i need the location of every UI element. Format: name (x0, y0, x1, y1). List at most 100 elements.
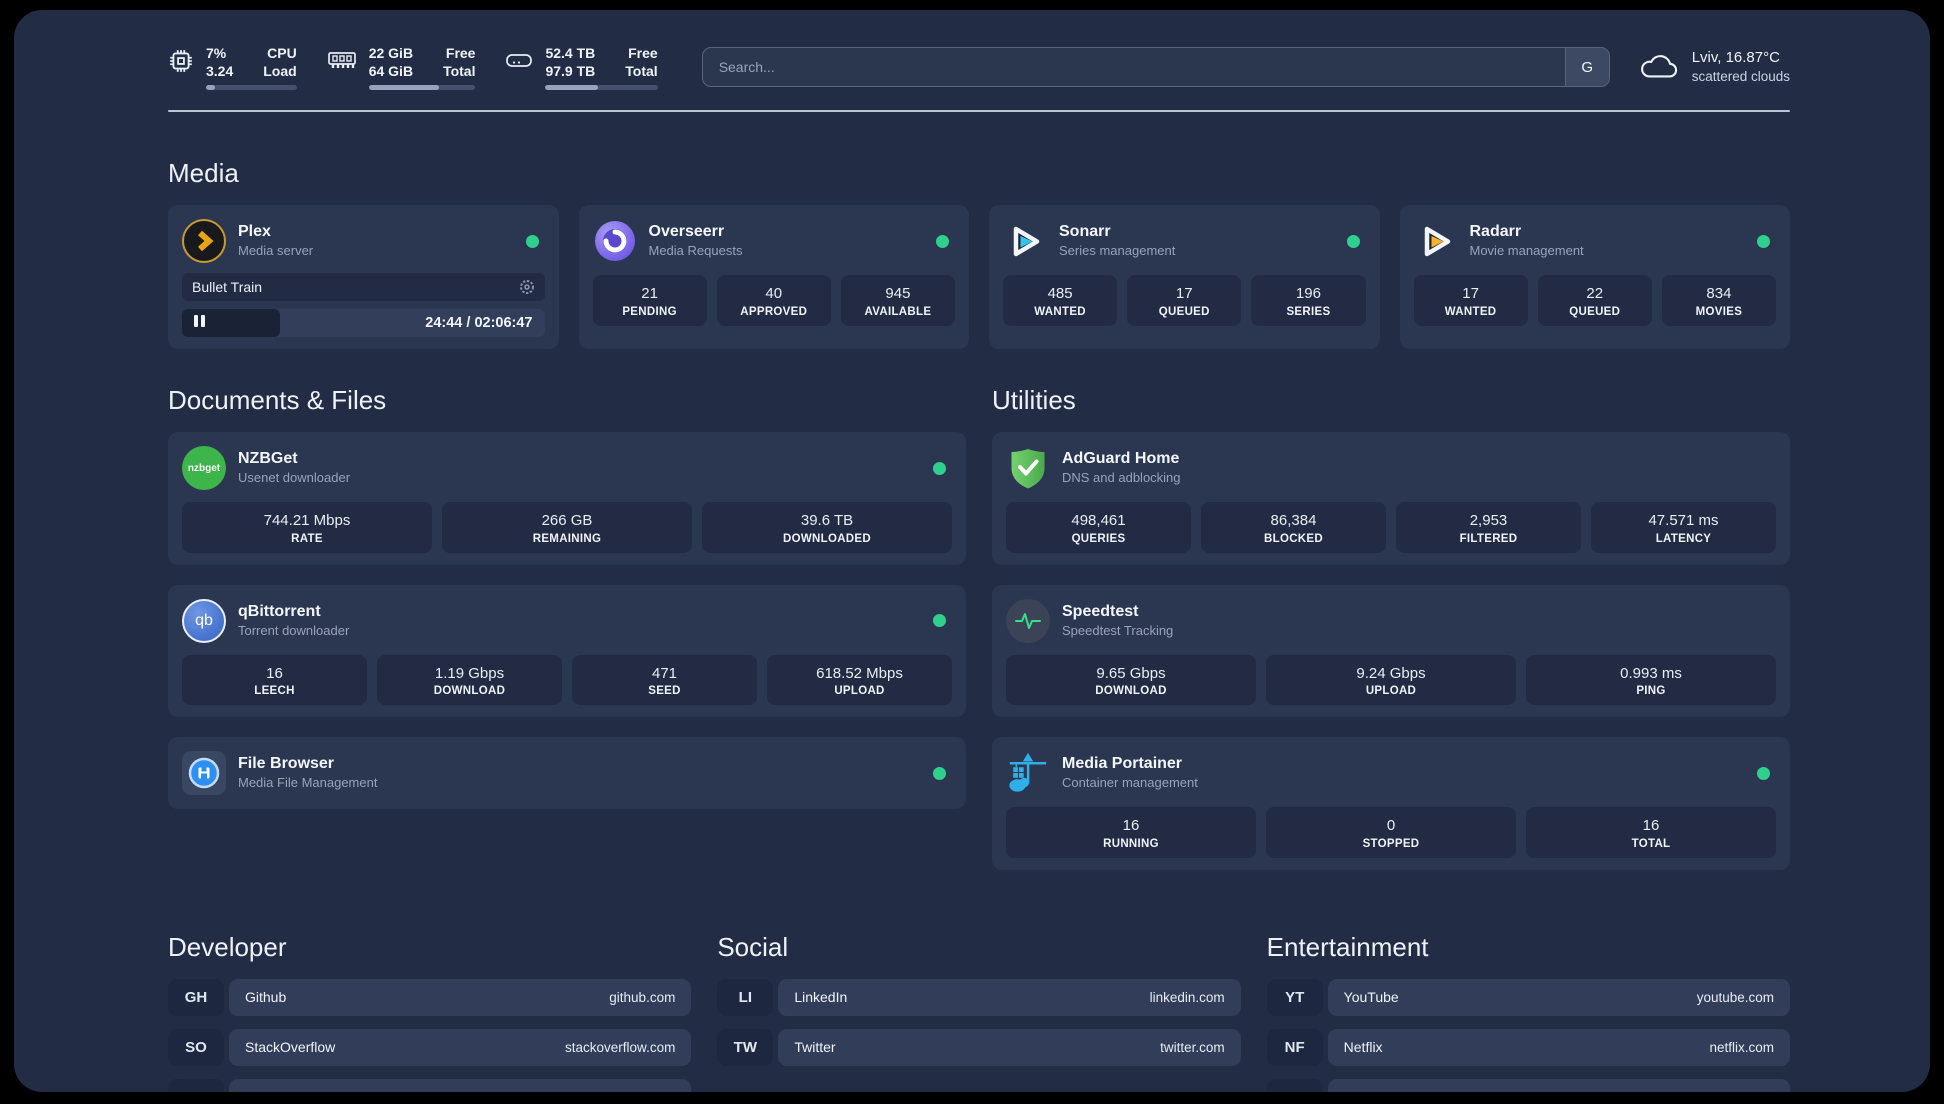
disk-progress-fill (545, 85, 599, 91)
service-name: Overseerr (648, 223, 725, 241)
bookmark-name: LinkedIn (794, 989, 848, 1005)
sonarr-icon (1003, 219, 1047, 263)
bookmark-abbr: SO (168, 1028, 224, 1066)
search-provider-button[interactable]: G (1564, 48, 1609, 86)
adguard-icon (1006, 446, 1050, 490)
bookmark-reddit[interactable]: RE Reddit reddit.com (1266, 1078, 1790, 1093)
stat-wanted: 17 WANTED (1413, 275, 1528, 326)
service-name: NZBGet (238, 450, 298, 468)
bookmark-github[interactable]: GH Github github.com (168, 978, 692, 1016)
stat-blocked: 86,384 BLOCKED (1201, 502, 1386, 553)
disk-progress-track (545, 85, 658, 91)
bookmark-name: Reddit (1344, 1089, 1384, 1092)
bookmark-url: twitter.com (1160, 1039, 1225, 1055)
section-title-social: Social (717, 931, 789, 962)
bookmark-abbr: LI (717, 978, 774, 1016)
service-card-overseerr[interactable]: Overseerr Media Requests 21 PENDING 40 APP… (578, 205, 969, 349)
cpu-icon (170, 49, 192, 72)
bookmark-url: github.com (609, 989, 676, 1005)
progress-played (182, 309, 280, 337)
stat-download: 9.65 Gbps DOWNLOAD (1006, 654, 1256, 705)
service-description: Speedtest Tracking (1062, 622, 1174, 638)
service-name: Sonarr (1059, 223, 1111, 241)
stat-upload: 618.52 Mbps UPLOAD (767, 654, 952, 705)
service-card-plex[interactable]: Plex Media server Bullet Train 24:44 / 0… (168, 205, 559, 349)
filebrowser-icon (182, 751, 226, 795)
service-card-radarr[interactable]: Radarr Movie management 17 WANTED 22 QUEUE… (1399, 205, 1790, 349)
status-dot (933, 614, 946, 627)
search-input[interactable] (702, 48, 1565, 86)
bookmark-group-developer: Developer GH Github github.com SO StackOv… (168, 931, 692, 1092)
memory-icon (327, 51, 356, 68)
bookmark-dev[interactable]: DT DEV dev.to (168, 1078, 692, 1092)
bookmark-name: DEV (245, 1089, 274, 1092)
bookmark-url: linkedin.com (1149, 989, 1225, 1005)
service-description: Movie management (1469, 243, 1584, 259)
stat-running: 16 RUNNING (1006, 807, 1256, 858)
bookmark-abbr: RE (1266, 1078, 1323, 1092)
disk-free-value: 52.4 TB (545, 44, 596, 61)
now-playing-row: Bullet Train (182, 273, 545, 301)
plex-icon (182, 219, 226, 263)
stat-rate: 744.21 Mbps RATE (182, 502, 432, 553)
search-bar: G (701, 47, 1610, 87)
stat-movies: 834 MOVIES (1661, 275, 1777, 326)
stat-latency: 47.571 ms LATENCY (1591, 502, 1776, 553)
stat-leech: 16 LEECH (182, 654, 367, 705)
cpu-load-value: 3.24 (206, 63, 234, 79)
stat-total: 16 TOTAL (1526, 807, 1776, 858)
weather-widget[interactable]: Lviv, 16.87°C scattered clouds (1638, 47, 1790, 87)
disk-total-value: 97.9 TB (545, 63, 596, 79)
bookmark-url: reddit.com (1711, 1090, 1774, 1093)
ram-progress-track (368, 85, 476, 91)
service-description: Media server (238, 243, 314, 259)
service-card-nzbget[interactable]: nzbget NZBGet Usenet downloader 744.21 M… (168, 432, 966, 565)
session-settings-icon[interactable] (519, 279, 535, 295)
bookmark-name: Netflix (1343, 1039, 1383, 1055)
bookmark-linkedin[interactable]: LI LinkedIn linkedin.com (717, 978, 1241, 1016)
bookmark-url: netflix.com (1709, 1039, 1774, 1055)
disk-free-label: Free (628, 44, 658, 61)
service-name: AdGuard Home (1062, 450, 1180, 468)
radarr-icon (1414, 219, 1458, 263)
service-name: Radarr (1469, 223, 1522, 241)
bookmark-netflix[interactable]: NF Netflix netflix.com (1266, 1028, 1790, 1066)
service-card-qbittorrent[interactable]: qb qBittorrent Torrent downloader 16 LEEC… (168, 584, 966, 717)
stat-approved: 40 APPROVED (716, 275, 831, 326)
section-title-utilities: Utilities (992, 385, 1076, 415)
top-bar: 7% 3.24 CPU Load (168, 38, 1790, 96)
ram-progress-fill (368, 85, 440, 91)
load-label: Load (263, 63, 297, 79)
bookmark-abbr: TW (717, 1028, 774, 1066)
service-card-portainer[interactable]: Media Portainer Container management 16 R… (992, 737, 1790, 870)
now-playing-title: Bullet Train (192, 279, 263, 295)
service-name: qBittorrent (238, 602, 321, 620)
bookmark-twitter[interactable]: TW Twitter twitter.com (717, 1028, 1241, 1066)
stat-ping: 0.993 ms PING (1526, 654, 1776, 705)
now-playing-progress[interactable]: 24:44 / 02:06:47 (182, 309, 545, 337)
status-dot (1346, 234, 1360, 248)
disk-icon (506, 53, 533, 67)
stat-seed: 471 SEED (572, 654, 757, 705)
service-description: Torrent downloader (238, 622, 350, 638)
section-title-documents: Documents & Files (168, 385, 387, 415)
portainer-icon (1006, 751, 1050, 795)
section-title-developer: Developer (168, 931, 287, 962)
service-description: Media File Management (238, 775, 378, 791)
service-card-adguard[interactable]: AdGuard Home DNS and adblocking 498,461 Q… (992, 432, 1790, 565)
stat-queries: 498,461 QUERIES (1006, 502, 1191, 553)
stat-download: 1.19 Gbps DOWNLOAD (377, 654, 562, 705)
service-description: DNS and adblocking (1062, 470, 1181, 486)
header-divider (168, 110, 1790, 112)
service-name: Media Portainer (1062, 755, 1183, 773)
service-card-speedtest[interactable]: Speedtest Speedtest Tracking 9.65 Gbps DO… (992, 584, 1790, 717)
bookmark-name: Twitter (794, 1039, 836, 1055)
bookmark-youtube[interactable]: YT YouTube youtube.com (1266, 978, 1790, 1016)
service-card-sonarr[interactable]: Sonarr Series management 485 WANTED 17 QUE… (989, 205, 1380, 349)
ram-total-value: 64 GiB (368, 63, 414, 79)
bookmark-stackoverflow[interactable]: SO StackOverflow stackoverflow.com (168, 1028, 692, 1066)
status-dot (525, 234, 539, 248)
cpu-label: CPU (267, 44, 297, 61)
service-card-filebrowser[interactable]: File Browser Media File Management (168, 737, 966, 809)
ram-free-value: 22 GiB (368, 44, 414, 61)
